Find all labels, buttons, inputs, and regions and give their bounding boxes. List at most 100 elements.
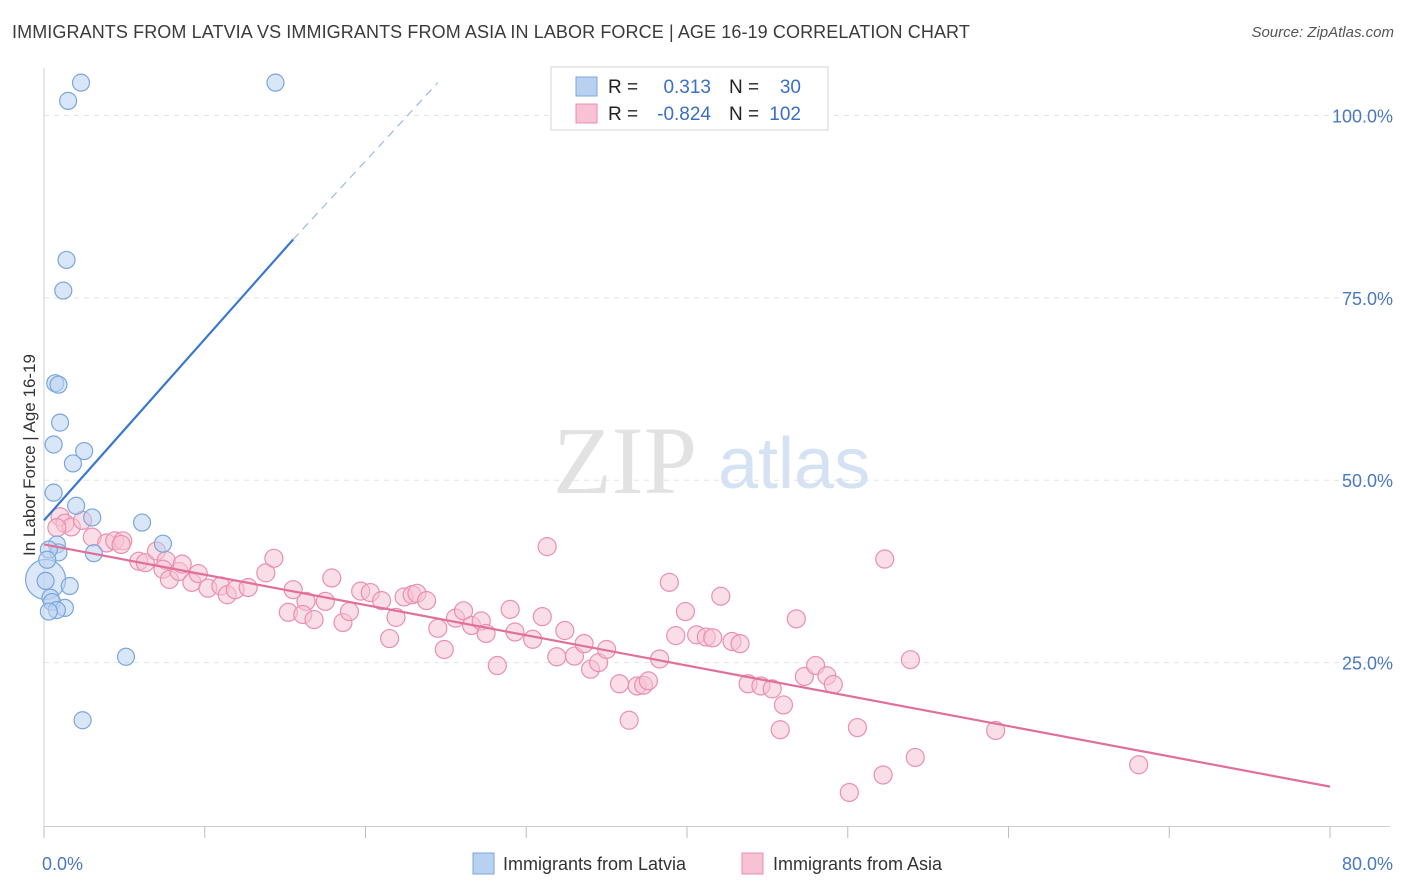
latvia-point [63,454,83,473]
asia-point [773,695,794,715]
asia-point [770,720,790,740]
y-tick-label: 75.0% [1342,289,1393,309]
latvia-point [75,441,94,461]
asia-trend-line [43,543,1331,788]
asia-point [873,765,893,785]
asia-point [322,568,342,588]
latvia-trend-extension [292,82,439,240]
legend-n-value-asia: 102 [769,104,801,125]
watermark-zip: ZIP [553,407,697,514]
asia-point [315,591,335,611]
asia-point [380,628,400,649]
asia-point [659,572,679,592]
asia-point [675,601,695,622]
legend-n-label-asia: N = [729,104,759,125]
asia-point [547,647,567,667]
asia-point [111,534,131,555]
x-tick-label: 80.0% [1342,854,1393,874]
y-tick-label: 25.0% [1342,654,1393,674]
latvia-point [38,550,57,569]
chart-source: Source: ZipAtlas.com [1251,24,1394,41]
asia-point [986,720,1006,741]
legend-n-value-latvia: 30 [780,77,801,98]
latvia-point [50,413,70,432]
series-latvia-points [25,73,285,730]
legend-swatch-latvia [575,76,598,97]
asia-point [500,599,520,619]
asia-point [666,626,686,646]
latvia-point [132,513,152,532]
asia-point [711,586,731,606]
bottom-legend-label-asia: Immigrants from Asia [773,854,943,874]
asia-point [839,782,859,803]
x-tick-labels: 0.0% 80.0% [42,854,1393,874]
y-tick-labels: 25.0% 50.0% 75.0% 100.0% [1332,106,1393,673]
latvia-point [67,496,86,515]
latvia-point [54,281,73,300]
y-tick-label: 50.0% [1342,471,1393,491]
bottom-legend: Immigrants from Latvia Immigrants from A… [472,852,943,875]
asia-point [339,601,360,622]
trend-lines [43,82,1331,788]
grid-lines [44,114,1380,664]
asia-point [386,607,406,627]
asia-point [304,609,324,630]
latvia-point [36,571,55,591]
asia-point [609,674,630,694]
asia-point [428,618,448,638]
x-tick-label: 0.0% [42,854,83,874]
asia-point [371,591,392,611]
latvia-point [116,647,136,666]
latvia-point [59,91,78,110]
chart-title: IMMIGRANTS FROM LATVIA VS IMMIGRANTS FRO… [12,22,970,42]
legend-r-label-asia: R = [608,104,638,125]
bottom-legend-swatch-latvia [472,852,495,875]
asia-point [786,609,806,629]
latvia-point [60,576,79,596]
asia-point [619,710,639,730]
latvia-point [83,508,102,527]
watermark-atlas: atlas [718,424,870,504]
bottom-legend-swatch-asia [741,852,764,875]
legend-r-value-asia: -0.824 [657,104,711,125]
asia-point [416,591,437,611]
latvia-point [44,435,63,454]
legend-swatch-asia [575,103,598,124]
asia-point [847,717,867,738]
asia-point [638,671,659,691]
asia-point [574,634,594,654]
watermark: ZIP atlas [553,407,870,514]
asia-point [264,548,284,568]
asia-point [434,639,454,660]
latvia-point [57,250,76,270]
asia-point [875,549,895,569]
asia-point [1129,755,1149,775]
asia-point [532,607,552,627]
series-asia-points [47,507,1149,803]
asia-point [905,747,925,768]
stats-legend: R = 0.313 N = 30 R = -0.824 N = 102 [550,66,829,131]
asia-point [900,650,921,670]
legend-r-label-latvia: R = [608,77,638,98]
asia-point [730,634,750,654]
legend-r-value-latvia: 0.313 [663,77,711,98]
y-tick-label: 100.0% [1332,106,1393,126]
y-axis-label: In Labor Force | Age 16-19 [20,354,39,556]
latvia-point [266,73,285,92]
asia-point [762,679,782,699]
asia-point [47,518,67,538]
asia-point [453,601,474,621]
bottom-legend-label-latvia: Immigrants from Latvia [503,854,687,874]
asia-point [256,563,276,583]
latvia-point [71,73,91,92]
asia-point [537,537,557,557]
latvia-point [39,602,58,621]
latvia-point [73,711,92,730]
latvia-trend-line [43,238,294,522]
latvia-point [153,534,173,553]
asia-point [555,620,575,641]
asia-point [523,629,543,649]
asia-point [487,655,507,676]
asia-point [703,628,723,648]
